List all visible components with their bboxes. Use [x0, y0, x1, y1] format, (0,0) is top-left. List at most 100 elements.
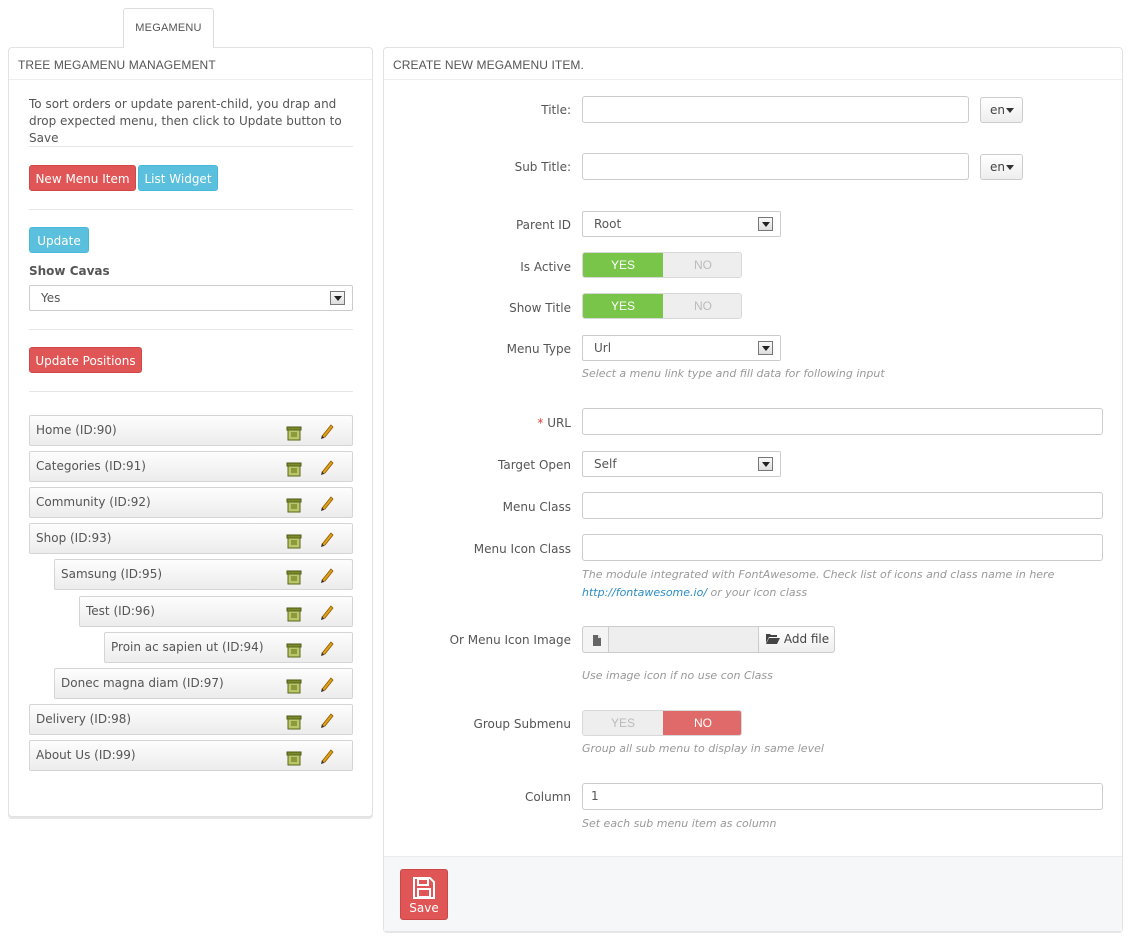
title-label: Title:: [541, 103, 571, 117]
divider: [29, 329, 353, 330]
trash-icon[interactable]: [286, 459, 302, 477]
trash-icon[interactable]: [286, 712, 302, 730]
target-open-label: Target Open: [498, 458, 571, 472]
show-title-yes[interactable]: YES: [583, 294, 663, 318]
group-submenu-toggle[interactable]: YES NO: [582, 710, 742, 736]
show-cavas-label: Show Cavas: [29, 264, 110, 278]
group-submenu-yes[interactable]: YES: [583, 711, 663, 735]
tree-item[interactable]: Donec magna diam (ID:97): [54, 668, 353, 699]
chevron-down-icon: [758, 217, 773, 231]
column-help: Set each sub menu item as column: [582, 817, 777, 830]
trash-icon[interactable]: [286, 423, 302, 441]
show-cavas-select[interactable]: Yes: [29, 285, 353, 311]
tree-item[interactable]: Delivery (ID:98): [29, 704, 353, 735]
trash-icon[interactable]: [286, 640, 302, 658]
group-submenu-help: Group all sub menu to display in same le…: [582, 742, 824, 755]
tab-megamenu[interactable]: MEGAMENU: [123, 8, 214, 48]
pencil-icon[interactable]: [320, 458, 334, 475]
add-file-button[interactable]: Add file: [758, 626, 835, 653]
add-file-label: Add file: [783, 632, 830, 646]
subtitle-language-dropdown[interactable]: en: [980, 154, 1023, 180]
tree-item[interactable]: Community (ID:92): [29, 487, 353, 518]
title-language-dropdown[interactable]: en: [980, 97, 1023, 123]
fontawesome-link[interactable]: http://fontawesome.io/: [582, 586, 708, 599]
tree-item[interactable]: About Us (ID:99): [29, 740, 353, 771]
icon-image-help: Use image icon if no use con Class: [582, 669, 773, 682]
chevron-down-icon: [758, 457, 773, 471]
tree-item[interactable]: Samsung (ID:95): [54, 559, 353, 590]
save-button[interactable]: Save: [400, 869, 448, 920]
icon-image-label: Or Menu Icon Image: [449, 633, 571, 647]
url-label-text: URL: [547, 416, 571, 430]
show-cavas-value: Yes: [41, 291, 61, 305]
pencil-icon[interactable]: [320, 639, 334, 656]
tree-item-label: Test (ID:96): [86, 604, 155, 618]
menu-type-help: Select a menu link type and fill data fo…: [582, 367, 885, 380]
tree-item-label: Shop (ID:93): [36, 531, 112, 545]
tree-item[interactable]: Categories (ID:91): [29, 451, 353, 482]
target-open-select[interactable]: Self: [582, 451, 781, 477]
menu-icon-class-input[interactable]: [582, 534, 1103, 561]
group-submenu-label: Group Submenu: [473, 717, 571, 731]
update-positions-button[interactable]: Update Positions: [29, 347, 142, 373]
divider: [29, 209, 353, 210]
pencil-icon[interactable]: [320, 711, 334, 728]
tree-item-label: Donec magna diam (ID:97): [61, 676, 224, 690]
icon-image-file-picker: Add file: [582, 626, 837, 653]
tree-item-label: Samsung (ID:95): [61, 567, 163, 581]
tree-item[interactable]: Test (ID:96): [79, 596, 353, 627]
save-label: Save: [409, 901, 439, 915]
tree-item[interactable]: Proin ac sapien ut (ID:94): [104, 632, 353, 663]
panel-heading: CREATE NEW MEGAMENU ITEM.: [384, 48, 1122, 80]
chevron-down-icon: [330, 291, 345, 305]
update-button[interactable]: Update: [29, 227, 89, 253]
trash-icon[interactable]: [286, 567, 302, 585]
trash-icon[interactable]: [286, 748, 302, 766]
trash-icon[interactable]: [286, 531, 302, 549]
new-menu-item-button[interactable]: New Menu Item: [29, 165, 136, 191]
pencil-icon[interactable]: [320, 566, 334, 583]
chevron-down-icon: [758, 341, 773, 355]
file-icon: [582, 626, 609, 653]
subtitle-input[interactable]: [582, 153, 969, 180]
save-icon: [413, 877, 435, 899]
title-input[interactable]: [582, 96, 969, 123]
pencil-icon[interactable]: [320, 422, 334, 439]
tree-item-label: Proin ac sapien ut (ID:94): [111, 640, 264, 654]
pencil-icon[interactable]: [320, 494, 334, 511]
subtitle-label: Sub Title:: [514, 160, 571, 174]
parent-id-label: Parent ID: [515, 218, 571, 232]
trash-icon[interactable]: [286, 495, 302, 513]
file-name-field[interactable]: [608, 626, 759, 653]
trash-icon[interactable]: [286, 604, 302, 622]
trash-icon[interactable]: [286, 676, 302, 694]
list-widget-button[interactable]: List Widget: [138, 165, 218, 191]
tree-management-panel: TREE MEGAMENU MANAGEMENT To sort orders …: [8, 47, 373, 817]
group-submenu-no[interactable]: NO: [663, 711, 741, 735]
pencil-icon[interactable]: [320, 530, 334, 547]
is-active-yes[interactable]: YES: [583, 253, 663, 277]
pencil-icon[interactable]: [320, 747, 334, 764]
tree-item[interactable]: Shop (ID:93): [29, 523, 353, 554]
parent-id-value: Root: [594, 217, 622, 231]
show-title-label: Show Title: [509, 301, 571, 315]
column-input[interactable]: 1: [582, 783, 1103, 810]
create-item-panel: CREATE NEW MEGAMENU ITEM. Title: en Sub …: [383, 47, 1123, 931]
parent-id-select[interactable]: Root: [582, 211, 781, 237]
instructions-text: To sort orders or update parent-child, y…: [29, 97, 342, 145]
show-title-toggle[interactable]: YES NO: [582, 293, 742, 319]
url-input[interactable]: [582, 408, 1103, 435]
divider: [29, 146, 353, 147]
icon-class-help: The module integrated with FontAwesome. …: [582, 566, 1082, 602]
tree-item[interactable]: Home (ID:90): [29, 415, 353, 446]
url-label: * URL: [537, 416, 571, 430]
menu-class-input[interactable]: [582, 492, 1103, 519]
pencil-icon[interactable]: [320, 675, 334, 692]
is-active-label: Is Active: [520, 260, 571, 274]
is-active-no[interactable]: NO: [663, 253, 741, 277]
menu-type-select[interactable]: Url: [582, 335, 781, 361]
pencil-icon[interactable]: [320, 603, 334, 620]
is-active-toggle[interactable]: YES NO: [582, 252, 742, 278]
menu-class-label: Menu Class: [502, 500, 571, 514]
show-title-no[interactable]: NO: [663, 294, 741, 318]
